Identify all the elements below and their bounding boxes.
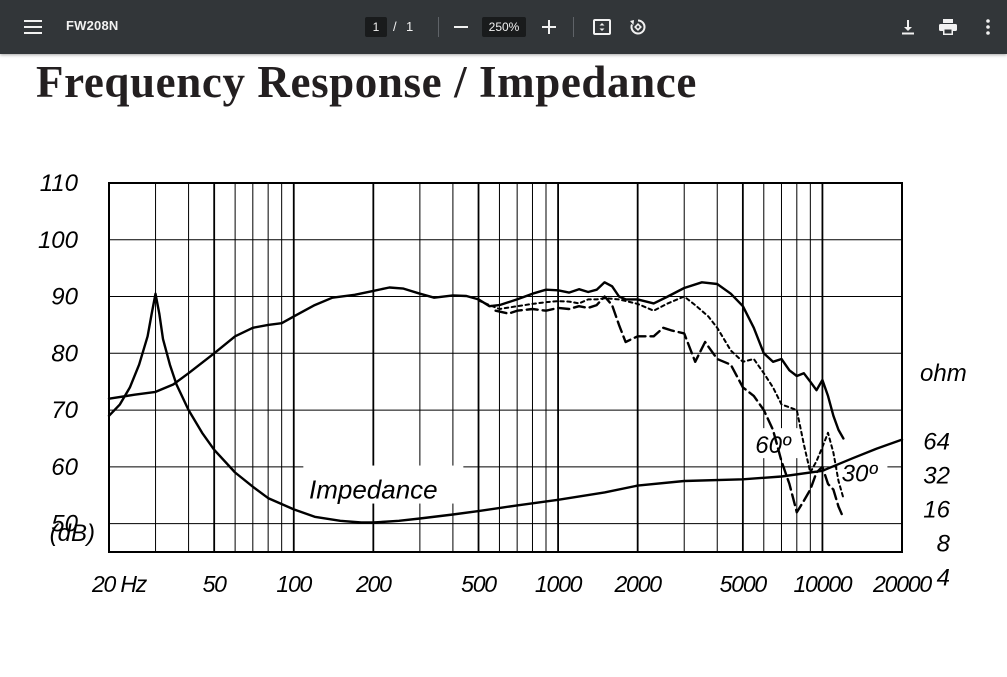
toolbar-divider <box>573 17 574 37</box>
x-tick-label: 20 Hz <box>91 571 148 597</box>
x-tick-label: 200 <box>355 571 392 597</box>
y-tick-label: 80 <box>51 340 78 367</box>
hamburger-menu-icon[interactable] <box>17 11 49 43</box>
impedance-label-bg <box>303 465 464 504</box>
pdf-page <box>0 54 1007 677</box>
toolbar-divider <box>438 17 439 37</box>
ohm-tick-label: 32 <box>923 462 950 489</box>
x-tick-label: 1000 <box>535 571 583 597</box>
zoom-level[interactable]: 250% <box>482 17 526 37</box>
page-total: 1 <box>406 19 414 34</box>
frequency-response-on-axis-line <box>107 281 845 440</box>
more-vert-icon[interactable] <box>972 11 1004 43</box>
print-icon[interactable] <box>932 11 964 43</box>
plus-icon[interactable] <box>533 11 565 43</box>
angle-30-annotation: 30º <box>842 461 879 488</box>
y-tick-label: 50 <box>51 511 78 538</box>
x-tick-label: 2000 <box>613 571 662 597</box>
x-tick-label: 10000 <box>793 571 852 597</box>
x-tick-label: 500 <box>461 571 497 597</box>
download-icon[interactable] <box>892 11 924 43</box>
frequency-response-60deg-line <box>494 295 845 520</box>
ohm-tick-label: 4 <box>937 565 950 592</box>
ohm-tick-label: 64 <box>923 428 950 455</box>
y-tick-label: 90 <box>51 284 78 311</box>
y-axis-unit-ohm: ohm <box>920 360 967 387</box>
ohm-tick-label: 16 <box>923 496 950 523</box>
x-tick-label: 50 <box>203 571 228 597</box>
page-number-input[interactable]: 1 <box>365 17 387 37</box>
angle-60-annotation: 60º <box>755 432 792 459</box>
y-tick-label: 60 <box>51 454 78 481</box>
x-tick-label: 20000 <box>872 571 932 597</box>
y-axis-unit-db: (dB) <box>50 520 95 547</box>
y-tick-label: 100 <box>38 227 79 254</box>
impedance-annotation: Impedance <box>309 475 438 505</box>
page-title: Frequency Response / Impedance <box>36 57 697 107</box>
plot-frame <box>108 182 903 553</box>
impedance-line <box>107 292 904 524</box>
page-separator: / <box>393 19 397 34</box>
frequency-response-30deg-line <box>477 295 845 500</box>
x-tick-label: 100 <box>276 571 312 597</box>
pdf-viewer-toolbar: FW208N 1 / 1 250% <box>0 0 1007 54</box>
y-tick-label: 70 <box>51 397 78 424</box>
minus-icon[interactable] <box>445 11 477 43</box>
x-tick-label: 5000 <box>720 571 768 597</box>
fit-to-page-icon[interactable] <box>586 11 618 43</box>
y-tick-label: 110 <box>40 170 79 197</box>
rotate-icon[interactable] <box>622 11 654 43</box>
document-name: FW208N <box>66 18 119 33</box>
ohm-tick-label: 8 <box>937 530 951 557</box>
